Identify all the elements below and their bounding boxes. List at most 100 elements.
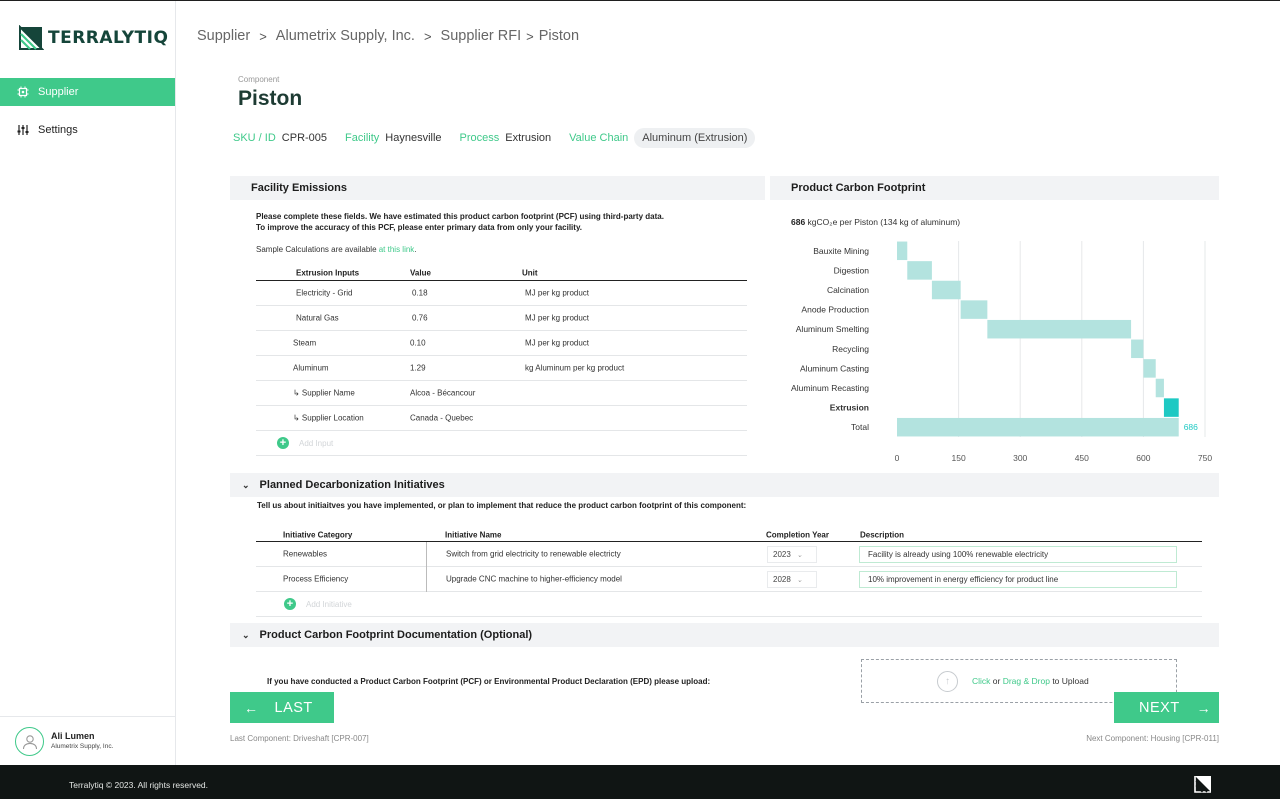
input-value[interactable]: 0.76 [412, 313, 428, 323]
description-input[interactable]: Facility is already using 100% renewable… [859, 546, 1177, 563]
brand-logo[interactable]: TERRALYTIQ [18, 25, 168, 51]
sku-label: SKU / ID [233, 132, 276, 144]
chart-bar [1155, 378, 1164, 398]
column-divider [426, 542, 427, 567]
input-value[interactable]: 0.10 [410, 338, 426, 348]
input-name: Aluminum [293, 363, 329, 373]
next-component-link[interactable]: Next Component: Housing [CPR-011] [1086, 734, 1219, 743]
table-row[interactable]: Electricity - Grid 0.18 MJ per kg produc… [256, 281, 747, 306]
total-data-label: 686 [1184, 422, 1198, 432]
initiatives-header[interactable]: ⌄ Planned Decarbonization Initiatives [230, 473, 1219, 497]
chart-bar [1143, 359, 1156, 378]
input-unit: MJ per kg product [525, 338, 590, 348]
category-label: Calcination [827, 285, 869, 295]
completion-year-select[interactable]: 2023 ⌄ [767, 546, 817, 563]
chart-bar [987, 319, 1132, 339]
plus-circle-icon[interactable]: + [277, 437, 289, 449]
chart-bar [897, 241, 908, 261]
table-row[interactable]: ↳ Supplier Name Alcoa - Bécancour [256, 381, 747, 406]
initiatives-note: Tell us about initiaitves you have imple… [257, 501, 747, 510]
add-initiative-row[interactable]: + Add Initiative [256, 592, 1202, 617]
add-input-label[interactable]: Add Input [299, 439, 334, 448]
note-line: Please complete these fields. We have es… [256, 212, 664, 221]
value-chain-label: Value Chain [569, 132, 629, 144]
pcf-summary: 686 kgCO₂e per Piston (134 kg of aluminu… [791, 217, 960, 227]
add-initiative-label[interactable]: Add Initiative [306, 600, 352, 609]
sidebar-item-supplier[interactable]: Supplier [0, 78, 175, 106]
chevron-right-icon: > [423, 28, 432, 44]
process-value: Extrusion [505, 132, 552, 144]
description-value: Facility is already using 100% renewable… [868, 550, 1049, 559]
sample-end: . [414, 245, 417, 254]
extrusion-inputs-table: Extrusion Inputs Value Unit Electricity … [256, 266, 747, 456]
chevron-right-icon: > [259, 28, 267, 44]
input-unit: kg Aluminum per kg product [525, 363, 625, 373]
file-upload-dropzone[interactable]: ↑ Click or Drag & Drop to Upload [861, 659, 1177, 703]
upload-click-link[interactable]: Click [972, 676, 991, 686]
x-tick-label: 300 [1013, 453, 1027, 463]
initiative-name[interactable]: Upgrade CNC machine to higher-efficiency… [446, 574, 622, 584]
description-input[interactable]: 10% improvement in energy efficiency for… [859, 571, 1177, 588]
x-tick-label: 600 [1136, 453, 1150, 463]
sample-calculations: Sample Calculations are available at thi… [256, 245, 417, 254]
add-input-row[interactable]: + Add Input [256, 431, 747, 456]
input-value[interactable]: 1.29 [410, 363, 426, 373]
next-button[interactable]: NEXT → [1114, 692, 1219, 723]
breadcrumb-rfi[interactable]: Supplier RFI [440, 28, 522, 44]
pcf-summary-text: kgCO₂e per Piston (134 kg of aluminum) [805, 217, 961, 227]
breadcrumb-supplier[interactable]: Supplier [197, 28, 251, 44]
table-row[interactable]: Steam 0.10 MJ per kg product [256, 331, 747, 356]
breadcrumb-company[interactable]: Alumetrix Supply, Inc. [275, 28, 415, 44]
section-title: Product Carbon Footprint [791, 182, 926, 194]
input-value[interactable]: Canada - Quebec [410, 413, 474, 423]
chart-bar [907, 261, 932, 280]
input-name: Natural Gas [296, 313, 339, 323]
brand-name: TERRALYTIQ [48, 28, 169, 48]
column-header: Completion Year [766, 530, 829, 539]
x-tick-label: 0 [895, 453, 900, 463]
user-name: Ali Lumen [51, 731, 95, 741]
chevron-down-icon: ⌄ [796, 576, 803, 584]
column-header: Unit [522, 268, 538, 278]
last-button[interactable]: ← LAST [230, 692, 334, 723]
table-row[interactable]: Natural Gas 0.76 MJ per kg product [256, 306, 747, 331]
chart-bar [1131, 339, 1144, 359]
user-profile[interactable]: Ali Lumen Alumetrix Supply, Inc. [0, 716, 175, 765]
category-label: Anode Production [801, 305, 869, 315]
table-row[interactable]: Renewables Switch from grid electricity … [256, 542, 1202, 567]
sidebar-item-label: Settings [38, 124, 78, 136]
initiative-category[interactable]: Process Efficiency [283, 574, 349, 584]
input-unit: MJ per kg product [525, 288, 590, 298]
column-header: Extrusion Inputs [296, 268, 360, 278]
completion-year-select[interactable]: 2028 ⌄ [767, 571, 817, 588]
chart-bar [960, 300, 988, 319]
pcf-total-value: 686 [791, 217, 806, 227]
chevron-down-icon[interactable]: ⌄ [242, 479, 250, 490]
table-row[interactable]: Aluminum 1.29 kg Aluminum per kg product [256, 356, 747, 381]
input-value[interactable]: Alcoa - Bécancour [410, 388, 476, 398]
sliders-icon [16, 123, 30, 137]
input-value[interactable]: 0.18 [412, 288, 428, 298]
facility-value: Haynesville [385, 132, 442, 144]
initiative-category[interactable]: Renewables [283, 549, 328, 559]
category-label: Aluminum Recasting [791, 383, 869, 393]
category-label: Recycling [832, 344, 869, 354]
chevron-down-icon: ⌄ [796, 551, 803, 559]
section-title: Planned Decarbonization Initiatives [259, 479, 445, 491]
input-unit: MJ per kg product [525, 313, 590, 323]
table-row[interactable]: Process Efficiency Upgrade CNC machine t… [256, 567, 1202, 592]
last-component-link[interactable]: Last Component: Driveshaft [CPR-007] [230, 734, 369, 743]
arrow-left-icon: ← [244, 699, 259, 716]
x-tick-label: 150 [952, 453, 966, 463]
category-label: Extrusion [830, 403, 869, 413]
category-label: Digestion [834, 265, 870, 275]
chevron-down-icon[interactable]: ⌄ [242, 629, 250, 640]
column-header: Description [860, 530, 905, 539]
sidebar-item-settings[interactable]: Settings [0, 116, 175, 144]
table-row[interactable]: ↳ Supplier Location Canada - Quebec [256, 406, 747, 431]
sample-link[interactable]: at this link [378, 245, 415, 254]
initiative-name[interactable]: Switch from grid electricity to renewabl… [446, 549, 621, 559]
copyright-text: Terralytiq © 2023. All rights reserved. [69, 780, 209, 790]
documentation-header[interactable]: ⌄ Product Carbon Footprint Documentation… [230, 623, 1219, 647]
plus-circle-icon[interactable]: + [284, 598, 296, 610]
